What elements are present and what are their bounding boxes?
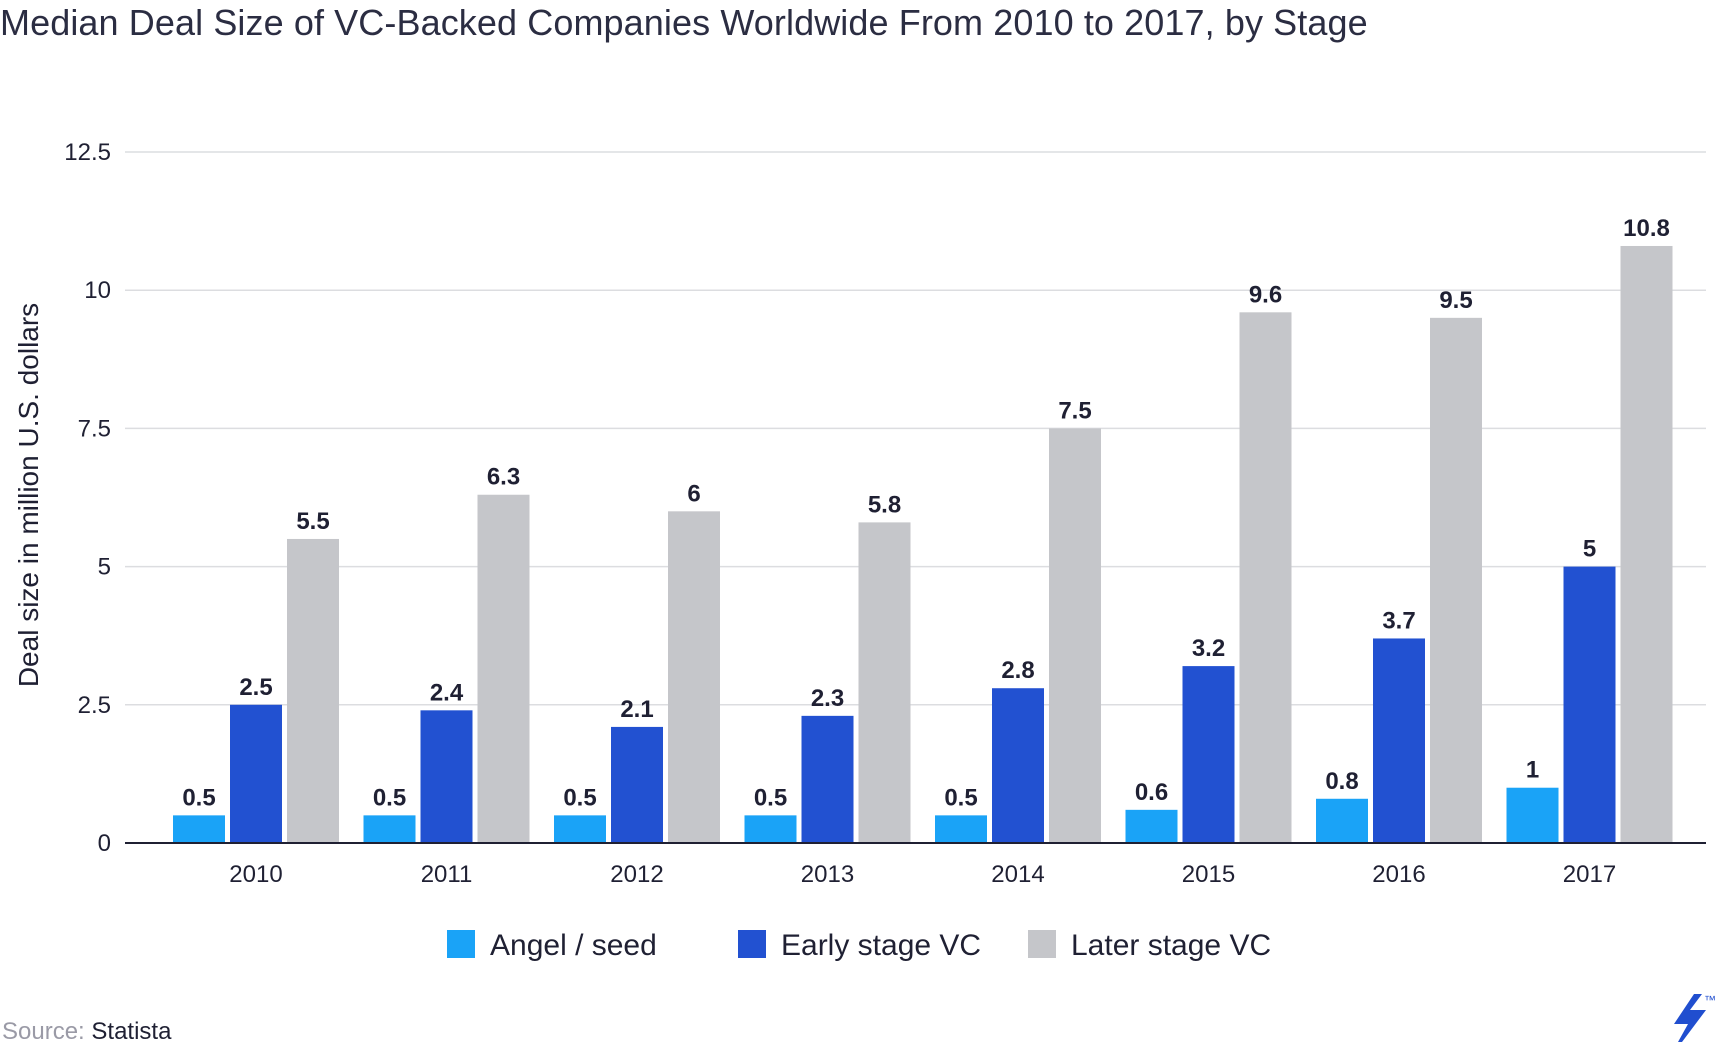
- data-label: 9.6: [1249, 281, 1282, 308]
- bar-angel-seed-2011: [363, 815, 416, 843]
- bar-later-stage-vc-2012: [668, 511, 720, 843]
- data-label: 6: [687, 480, 700, 507]
- bar-later-stage-vc-2013: [858, 522, 911, 843]
- bar-early-stage-vc-2016: [1373, 638, 1425, 843]
- data-label: 0.5: [944, 784, 977, 811]
- data-label: 0.5: [563, 784, 596, 811]
- y-tick-label: 12.5: [64, 139, 111, 166]
- data-label: 10.8: [1623, 215, 1670, 242]
- data-label: 0.5: [373, 784, 406, 811]
- x-tick-label: 2014: [991, 861, 1044, 888]
- data-label: 2.1: [620, 696, 653, 723]
- trademark-mark: ™: [1704, 993, 1716, 1007]
- x-tick-label: 2016: [1372, 861, 1425, 888]
- data-label: 7.5: [1058, 397, 1091, 424]
- bar-later-stage-vc-2017: [1620, 245, 1673, 843]
- data-label: 6.3: [487, 464, 520, 491]
- y-tick-label: 2.5: [78, 692, 111, 719]
- bar-later-stage-vc-2015: [1239, 312, 1292, 843]
- y-tick-label: 5: [98, 554, 111, 581]
- bar-angel-seed-2016: [1316, 798, 1368, 843]
- bar-angel-seed-2015: [1125, 809, 1178, 843]
- legend-swatch: [447, 930, 475, 958]
- x-tick-label: 2015: [1182, 861, 1235, 888]
- data-label: 3.2: [1192, 635, 1225, 662]
- source-label: Source:: [2, 1018, 85, 1045]
- x-tick-label: 2013: [801, 861, 854, 888]
- y-axis-ticks: 0 2.5 5 7.5 10 12.5: [64, 139, 111, 857]
- data-label: 1: [1526, 757, 1539, 784]
- data-label: 2.5: [239, 674, 272, 701]
- data-label: 2.3: [811, 685, 844, 712]
- y-tick-label: 0: [98, 830, 111, 857]
- x-tick-label: 2011: [421, 861, 473, 888]
- bar-later-stage-vc-2010: [287, 538, 339, 843]
- bar-later-stage-vc-2011: [477, 494, 530, 843]
- data-label: 5.8: [868, 491, 901, 518]
- bar-early-stage-vc-2015: [1182, 666, 1235, 843]
- legend-label: Later stage VC: [1071, 929, 1271, 962]
- data-label: 0.5: [182, 784, 215, 811]
- x-tick-label: 2017: [1563, 861, 1616, 888]
- data-label: 9.5: [1439, 287, 1472, 314]
- chart-title: Median Deal Size of VC-Backed Companies …: [0, 2, 1368, 43]
- bar-later-stage-vc-2014: [1049, 428, 1101, 843]
- data-label: 0.8: [1325, 768, 1358, 795]
- bar-early-stage-vc-2014: [992, 688, 1044, 843]
- x-tick-label: 2010: [229, 861, 282, 888]
- legend-label: Angel / seed: [490, 929, 657, 962]
- bar-early-stage-vc-2012: [611, 726, 663, 843]
- data-label: 0.6: [1135, 779, 1168, 806]
- data-label: 3.7: [1382, 607, 1415, 634]
- bar-later-stage-vc-2016: [1430, 317, 1482, 844]
- data-label: 2.4: [430, 679, 464, 706]
- legend-label: Early stage VC: [781, 929, 981, 962]
- y-tick-label: 10: [84, 277, 111, 304]
- y-tick-label: 7.5: [78, 415, 111, 442]
- y-axis-title: Deal size in million U.S. dollars: [13, 303, 44, 687]
- bar-early-stage-vc-2010: [230, 704, 282, 843]
- bar-early-stage-vc-2013: [801, 715, 854, 843]
- bar-angel-seed-2013: [744, 815, 797, 843]
- data-label: 5: [1583, 536, 1596, 563]
- legend: Angel / seed Early stage VC Later stage VC: [447, 929, 1271, 962]
- legend-swatch: [1028, 930, 1056, 958]
- bar-angel-seed-2014: [935, 815, 987, 843]
- legend-swatch: [738, 930, 766, 958]
- bar-angel-seed-2010: [173, 815, 225, 843]
- x-axis-ticks: 2010 2011 2012 2013 2014 2015 2016 2017: [229, 861, 1616, 888]
- toptal-logo-icon[interactable]: ™: [1660, 988, 1718, 1048]
- bar-early-stage-vc-2017: [1563, 566, 1616, 843]
- bar-early-stage-vc-2011: [420, 710, 473, 843]
- source-note: Source: Statista: [2, 1018, 171, 1046]
- data-label: 5.5: [296, 508, 329, 535]
- x-tick-label: 2012: [610, 861, 663, 888]
- bar-angel-seed-2017: [1506, 787, 1559, 843]
- data-labels: 0.5 2.5 5.5 0.5 2.4 6.3 0.5 2.1 6 0.5 2.3 5.8 0.5 2.8…: [182, 215, 1670, 811]
- data-label: 0.5: [754, 784, 787, 811]
- bars: [173, 245, 1673, 844]
- data-label: 2.8: [1001, 657, 1034, 684]
- source-name[interactable]: Statista: [91, 1018, 172, 1045]
- bar-angel-seed-2012: [554, 815, 606, 843]
